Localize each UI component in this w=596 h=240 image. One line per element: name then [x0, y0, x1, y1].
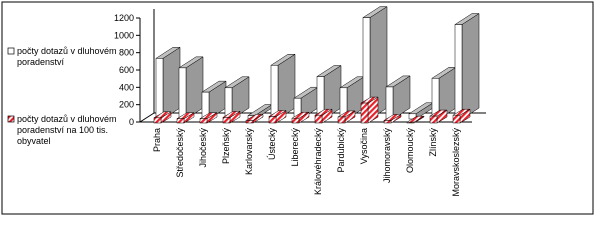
bar-front	[429, 115, 438, 124]
bar	[454, 13, 480, 120]
x-tick-label: Karlovarský	[244, 128, 254, 176]
bar	[360, 96, 379, 124]
bar	[199, 112, 218, 124]
bar-front	[155, 58, 164, 120]
y-tick-label: 600	[119, 65, 134, 75]
x-tick-label: Pardubický	[336, 128, 346, 173]
y-tick-label: 200	[119, 100, 134, 110]
bar-front	[245, 120, 254, 124]
x-tick-label: Středočeský	[175, 128, 185, 178]
bar	[176, 112, 195, 124]
bar	[431, 66, 457, 120]
bar	[155, 46, 181, 120]
bar-front	[314, 114, 323, 124]
bar	[383, 113, 402, 124]
chart: 0 200 400 600 800 1000 1200 Praha Středočeský Jih…	[1, 1, 594, 215]
x-tick-label: Ústecký	[267, 128, 277, 161]
x-tick-label: Vysočina	[359, 128, 369, 164]
bar	[316, 65, 342, 120]
bar-front	[383, 120, 392, 124]
bar-front	[178, 67, 187, 120]
bar-front	[360, 102, 369, 124]
y-tick-label: 400	[119, 82, 134, 92]
bar-front	[406, 121, 415, 124]
y-tick-label: 0	[129, 117, 134, 127]
frame	[1, 1, 594, 215]
bar-side	[277, 53, 296, 120]
bar	[339, 76, 365, 120]
x-tick-label: Královéhradecký	[313, 128, 323, 196]
y-tick-label: 1000	[114, 30, 134, 40]
x-tick-label: Plzeňský	[221, 128, 231, 165]
bar-front	[268, 116, 277, 124]
bar	[224, 76, 250, 120]
bar-side	[162, 46, 181, 120]
bar	[270, 53, 296, 120]
bar-front	[176, 118, 185, 124]
bar	[178, 56, 204, 120]
legend-swatch	[7, 115, 15, 123]
chart-svg: 0 200 400 600 800 1000 1200 Praha Středočeský Jih…	[1, 1, 594, 215]
bar-front	[199, 118, 208, 124]
bar	[201, 80, 227, 120]
x-tick-label: Olomoucký	[405, 128, 415, 174]
y-tick-label: 1200	[114, 13, 134, 23]
bar	[245, 113, 264, 124]
bar	[452, 108, 471, 124]
bar	[314, 108, 333, 124]
bar-front	[454, 24, 463, 120]
bar	[222, 110, 241, 124]
bar	[406, 115, 425, 124]
x-tick-label: Jihočeský	[198, 128, 208, 168]
bar-side	[461, 13, 480, 120]
legend-label: počty dotazů v dluhovém poradenství	[17, 46, 117, 67]
bar	[268, 110, 287, 124]
bar-front	[222, 117, 231, 124]
bar	[362, 6, 388, 120]
bar-front	[452, 114, 461, 124]
legend-label: počty dotazů v dluhovém poradenství na 1…	[17, 114, 117, 146]
bar-front	[270, 65, 279, 120]
bar	[337, 110, 356, 124]
x-tick-label: Moravskoslezský	[451, 128, 461, 197]
x-tick-label: Jihomoravský	[382, 128, 392, 184]
legend-swatch	[7, 47, 15, 55]
bar	[153, 111, 172, 124]
x-tick-label: Liberecký	[290, 128, 300, 167]
bar-front	[337, 116, 346, 124]
bar	[291, 111, 310, 124]
x-tick-label: Zlínský	[428, 128, 438, 157]
bar-front	[385, 86, 394, 120]
x-tick-label: Praha	[152, 128, 162, 152]
bar	[429, 109, 448, 124]
floor-line	[139, 112, 155, 123]
y-tick-label: 800	[119, 48, 134, 58]
bar-front	[153, 117, 162, 124]
bar-front	[291, 117, 300, 124]
